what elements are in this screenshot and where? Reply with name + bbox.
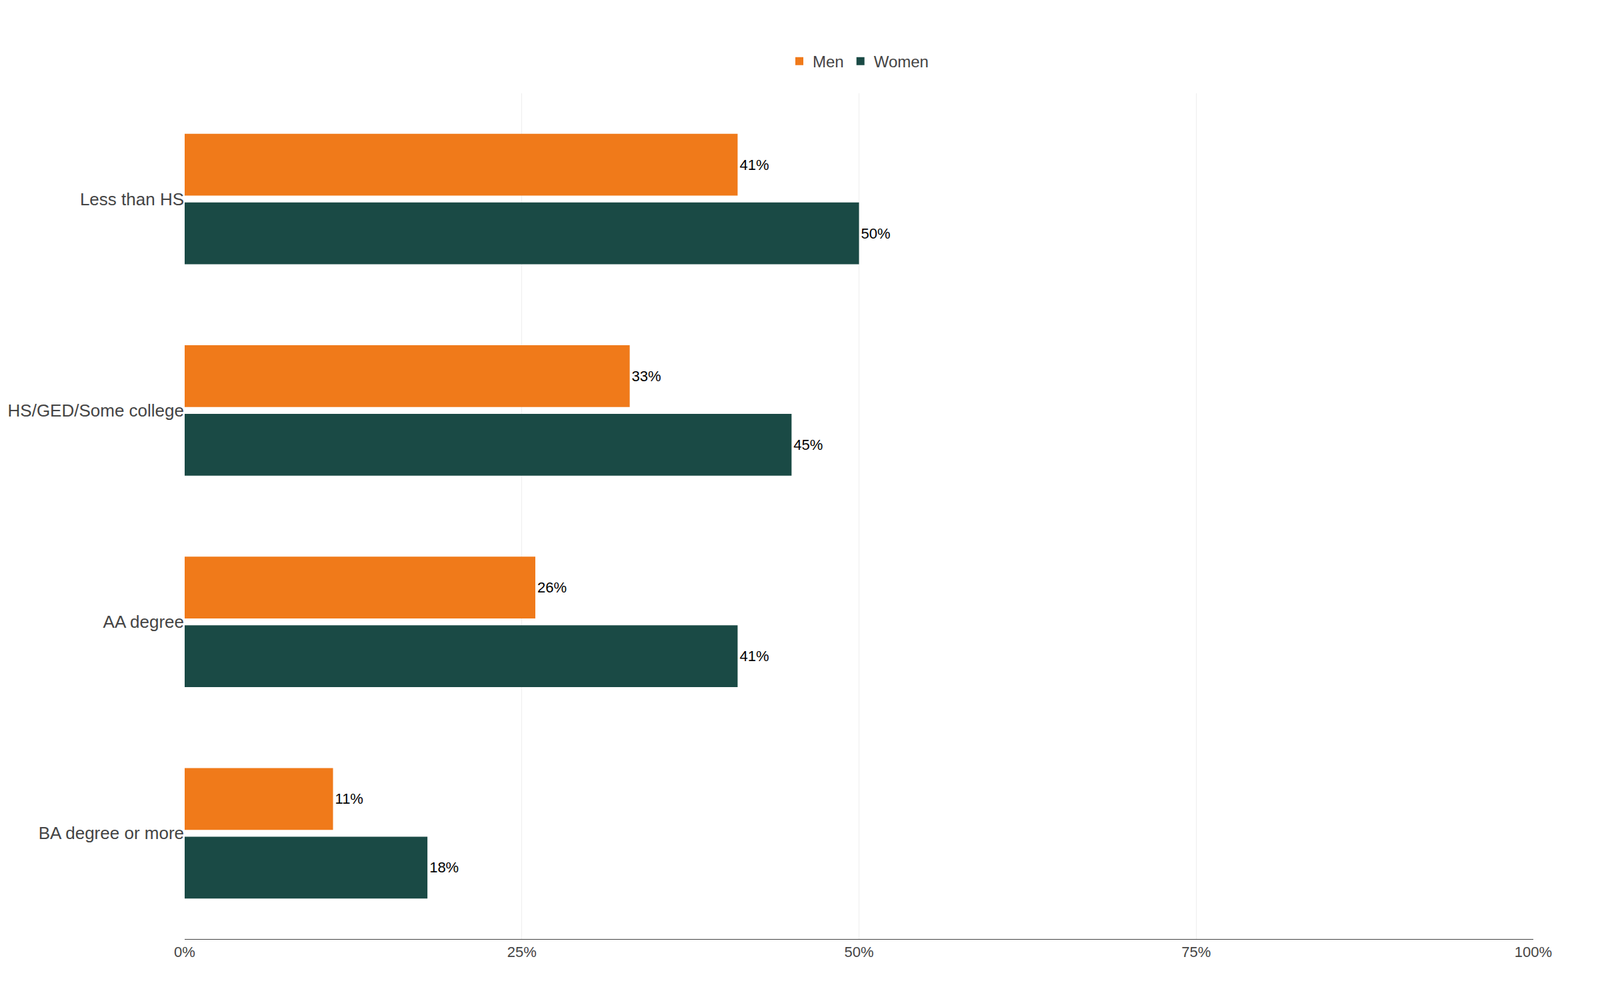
svg-text:41%: 41% bbox=[739, 156, 769, 174]
svg-text:HS/GED/Some college: HS/GED/Some college bbox=[8, 400, 184, 421]
svg-text:Women: Women bbox=[874, 52, 929, 71]
svg-text:Less than HS: Less than HS bbox=[80, 189, 184, 210]
svg-text:75%: 75% bbox=[1181, 944, 1211, 961]
svg-text:26%: 26% bbox=[537, 579, 567, 596]
svg-text:BA degree or more: BA degree or more bbox=[38, 823, 184, 844]
svg-text:11%: 11% bbox=[335, 790, 364, 808]
svg-text:AA degree: AA degree bbox=[103, 612, 184, 632]
svg-text:18%: 18% bbox=[429, 859, 459, 876]
svg-text:100%: 100% bbox=[1514, 944, 1552, 961]
svg-text:25%: 25% bbox=[507, 944, 537, 961]
svg-text:33%: 33% bbox=[632, 368, 662, 385]
svg-text:50%: 50% bbox=[844, 944, 874, 961]
svg-text:41%: 41% bbox=[739, 648, 769, 665]
svg-text:Men: Men bbox=[812, 52, 844, 71]
svg-text:0%: 0% bbox=[174, 944, 196, 961]
svg-text:50%: 50% bbox=[861, 225, 891, 242]
svg-text:45%: 45% bbox=[793, 436, 823, 454]
